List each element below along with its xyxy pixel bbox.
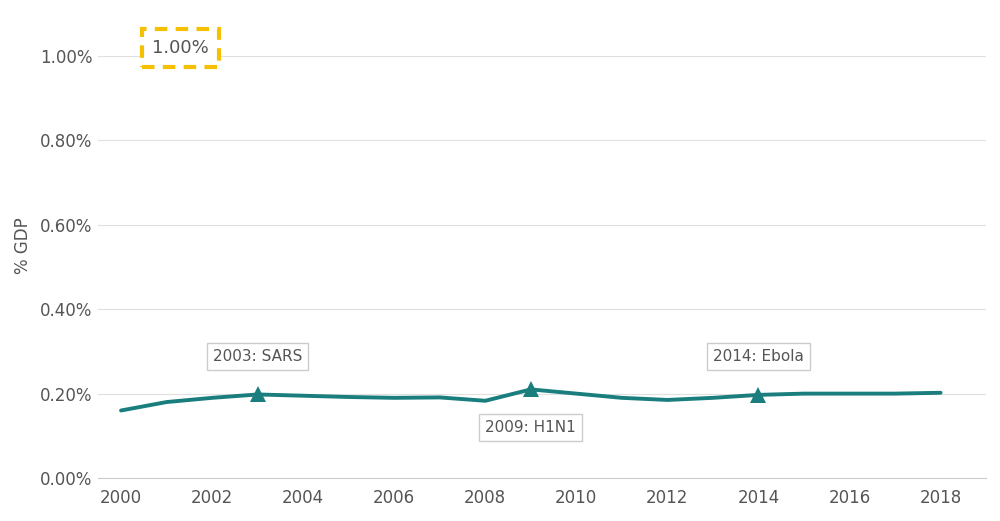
Text: 2009: H1N1: 2009: H1N1 — [485, 420, 576, 435]
Text: 1.00%: 1.00% — [152, 39, 209, 57]
Y-axis label: % GDP: % GDP — [14, 218, 32, 275]
Text: 2003: SARS: 2003: SARS — [213, 349, 302, 364]
Text: 2014: Ebola: 2014: Ebola — [713, 349, 804, 364]
